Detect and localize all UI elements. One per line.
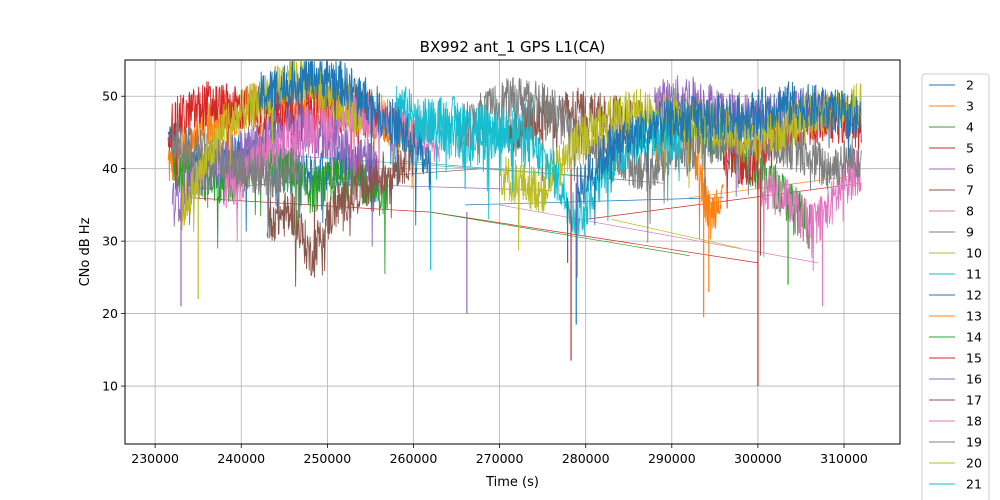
connector-line [585,182,862,220]
x-tick-label: 310000 [820,451,868,466]
y-tick-label: 10 [102,379,118,394]
connector-line [499,204,819,264]
legend-label-13: 13 [966,309,982,324]
x-tick-label: 250000 [304,451,352,466]
y-tick-label: 40 [102,161,118,176]
connector-line [430,211,690,256]
series-layer [167,60,862,387]
legend-label-9: 9 [966,225,974,240]
legend-frame [921,73,990,500]
legend-label-20: 20 [966,456,982,471]
x-tick-label: 300000 [734,451,782,466]
x-tick-label: 260000 [390,451,438,466]
x-axis-label: Time (s) [485,475,539,490]
legend-label-12: 12 [966,288,982,303]
y-axis-label: CNo dB Hz [78,217,93,286]
y-tick-label: 20 [102,306,118,321]
x-tick-label: 290000 [648,451,696,466]
legend-label-7: 7 [966,183,974,198]
legend-label-6: 6 [966,162,974,177]
legend-label-3: 3 [966,99,974,114]
legend-label-17: 17 [966,393,982,408]
series-line-7 [266,134,414,287]
y-tick-label: 50 [102,89,118,104]
legend-label-5: 5 [966,141,974,156]
x-tick-label: 240000 [217,451,265,466]
legend-label-4: 4 [966,120,974,135]
legend-label-10: 10 [966,246,982,261]
y-tick-label: 30 [102,234,118,249]
connector-line [611,219,741,249]
series-line-19 [456,77,862,243]
legend: 2 3 4 5 6 7 8 9 10 11 12 13 14 15 16 17 18 19 20 21 22 [921,73,990,500]
legend-label-19: 19 [966,435,982,450]
series-line-9 [171,118,302,239]
chart-title: BX992 ant_1 GPS L1(CA) [420,38,606,57]
legend-label-22: 22 [966,498,982,500]
series-line-22 [576,81,862,226]
legend-label-14: 14 [966,330,982,345]
legend-label-21: 21 [966,477,982,492]
legend-label-16: 16 [966,372,982,387]
x-tick-label: 270000 [476,451,524,466]
legend-label-11: 11 [966,267,982,282]
x-tick-label: 280000 [562,451,610,466]
legend-label-18: 18 [966,414,982,429]
plot-frame [124,59,901,445]
legend-label-8: 8 [966,204,974,219]
series-line-12 [258,60,432,226]
legend-label-2: 2 [966,78,974,93]
series-line-21 [413,95,681,242]
ticks: 230000 240000 250000 260000 270000 280000 2900… [102,89,868,466]
x-tick-label: 230000 [131,451,179,466]
legend-label-15: 15 [966,351,982,366]
